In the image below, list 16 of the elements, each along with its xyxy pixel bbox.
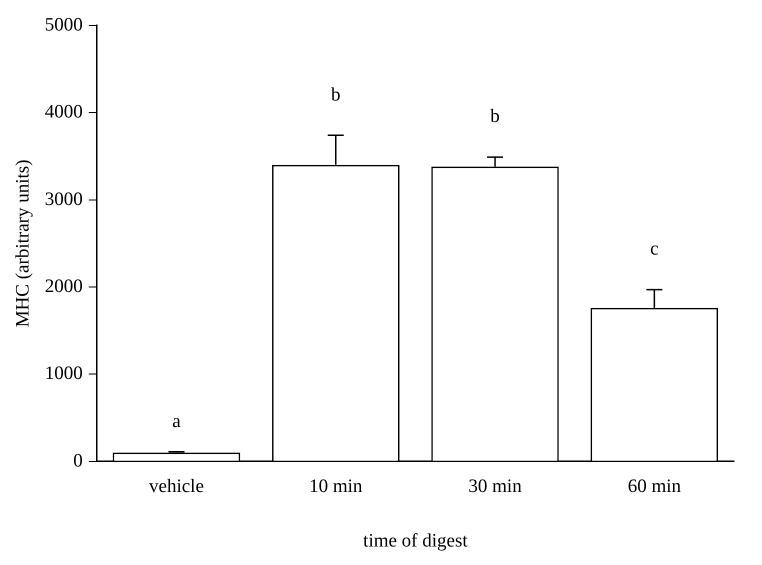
annotation: a [172, 410, 182, 432]
y-tick-label: 1000 [44, 363, 83, 384]
x-tick-label: 10 min [309, 476, 363, 497]
x-tick-label: vehicle [149, 476, 204, 497]
y-tick-label: 2000 [44, 276, 83, 297]
y-tick-label: 5000 [44, 14, 83, 36]
annotation: b [490, 106, 500, 128]
annotation: c [650, 238, 659, 260]
y-axis-title: MHC (arbitrary units) [12, 159, 34, 328]
y-tick-label: 0 [73, 450, 83, 472]
y-tick-label: 3000 [44, 188, 83, 210]
x-tick-label: 30 min [468, 476, 522, 497]
x-axis-title: time of digest [363, 530, 468, 552]
y-tick-label: 4000 [44, 102, 83, 123]
annotation: b [331, 84, 340, 106]
x-tick-label: 60 min [628, 476, 682, 497]
